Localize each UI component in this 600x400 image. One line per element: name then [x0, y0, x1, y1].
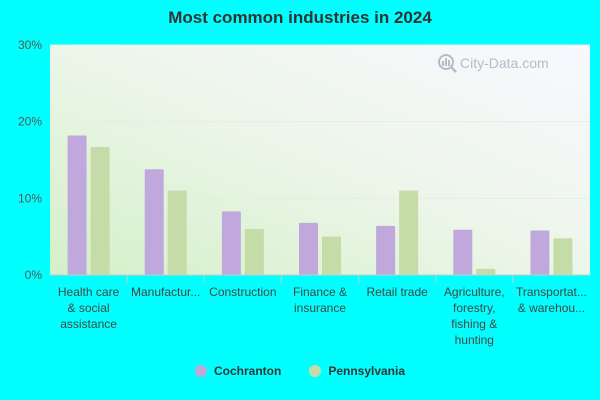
x-tick-label: assistance [60, 317, 117, 331]
bar-cochranton[interactable] [376, 225, 396, 275]
y-tick-label: 30% [18, 38, 42, 52]
y-tick-label: 0% [25, 268, 43, 282]
plot-area [50, 45, 590, 275]
x-tick-label: Finance & [293, 285, 347, 299]
bar-pennsylvania[interactable] [90, 146, 110, 275]
legend-swatch-cochranton [194, 365, 207, 377]
bar-pennsylvania[interactable] [399, 190, 419, 275]
bar-cochranton[interactable] [144, 169, 164, 275]
bar-pennsylvania[interactable] [476, 268, 496, 275]
bar-pennsylvania[interactable] [322, 236, 341, 275]
x-tick-label: Health care [58, 285, 120, 299]
legend-label-cochranton: Cochranton [213, 364, 282, 378]
x-tick-label: forestry, [453, 301, 495, 315]
x-tick-label: & social [68, 301, 110, 315]
bar-cochranton[interactable] [67, 135, 87, 275]
legend-swatch-pennsylvania [309, 365, 322, 377]
chart-title: Most common industries in 2024 [168, 8, 432, 27]
x-tick-label: Construction [209, 285, 276, 299]
bar-cochranton[interactable] [530, 230, 550, 275]
x-tick-label: Agriculture, [444, 285, 505, 299]
bar-cochranton[interactable] [221, 211, 241, 275]
legend-item-cochranton[interactable]: Cochranton [194, 364, 282, 378]
x-tick-label: Retail trade [366, 285, 428, 299]
legend-item-pennsylvania[interactable]: Pennsylvania [309, 364, 405, 378]
y-tick-label: 20% [18, 115, 42, 129]
bar-cochranton[interactable] [453, 229, 473, 275]
x-tick-label: Manufactur... [131, 285, 200, 299]
bar-pennsylvania[interactable] [167, 190, 187, 275]
x-tick-label: hunting [455, 333, 494, 347]
bar-cochranton[interactable] [299, 222, 318, 275]
x-tick-label: insurance [294, 301, 346, 315]
x-tick-label: Transportat... [516, 285, 587, 299]
legend: Cochranton Pennsylvania [0, 364, 600, 378]
watermark-text: City-Data.com [460, 55, 549, 71]
watermark-icon [438, 54, 457, 73]
bar-pennsylvania[interactable] [244, 229, 264, 275]
legend-label-pennsylvania: Pennsylvania [328, 364, 406, 378]
y-tick-label: 10% [18, 191, 42, 205]
bar-pennsylvania[interactable] [553, 238, 573, 275]
x-tick-label: & warehou... [518, 301, 585, 315]
x-tick-label: fishing & [451, 317, 497, 331]
watermark: City-Data.com [438, 54, 549, 73]
